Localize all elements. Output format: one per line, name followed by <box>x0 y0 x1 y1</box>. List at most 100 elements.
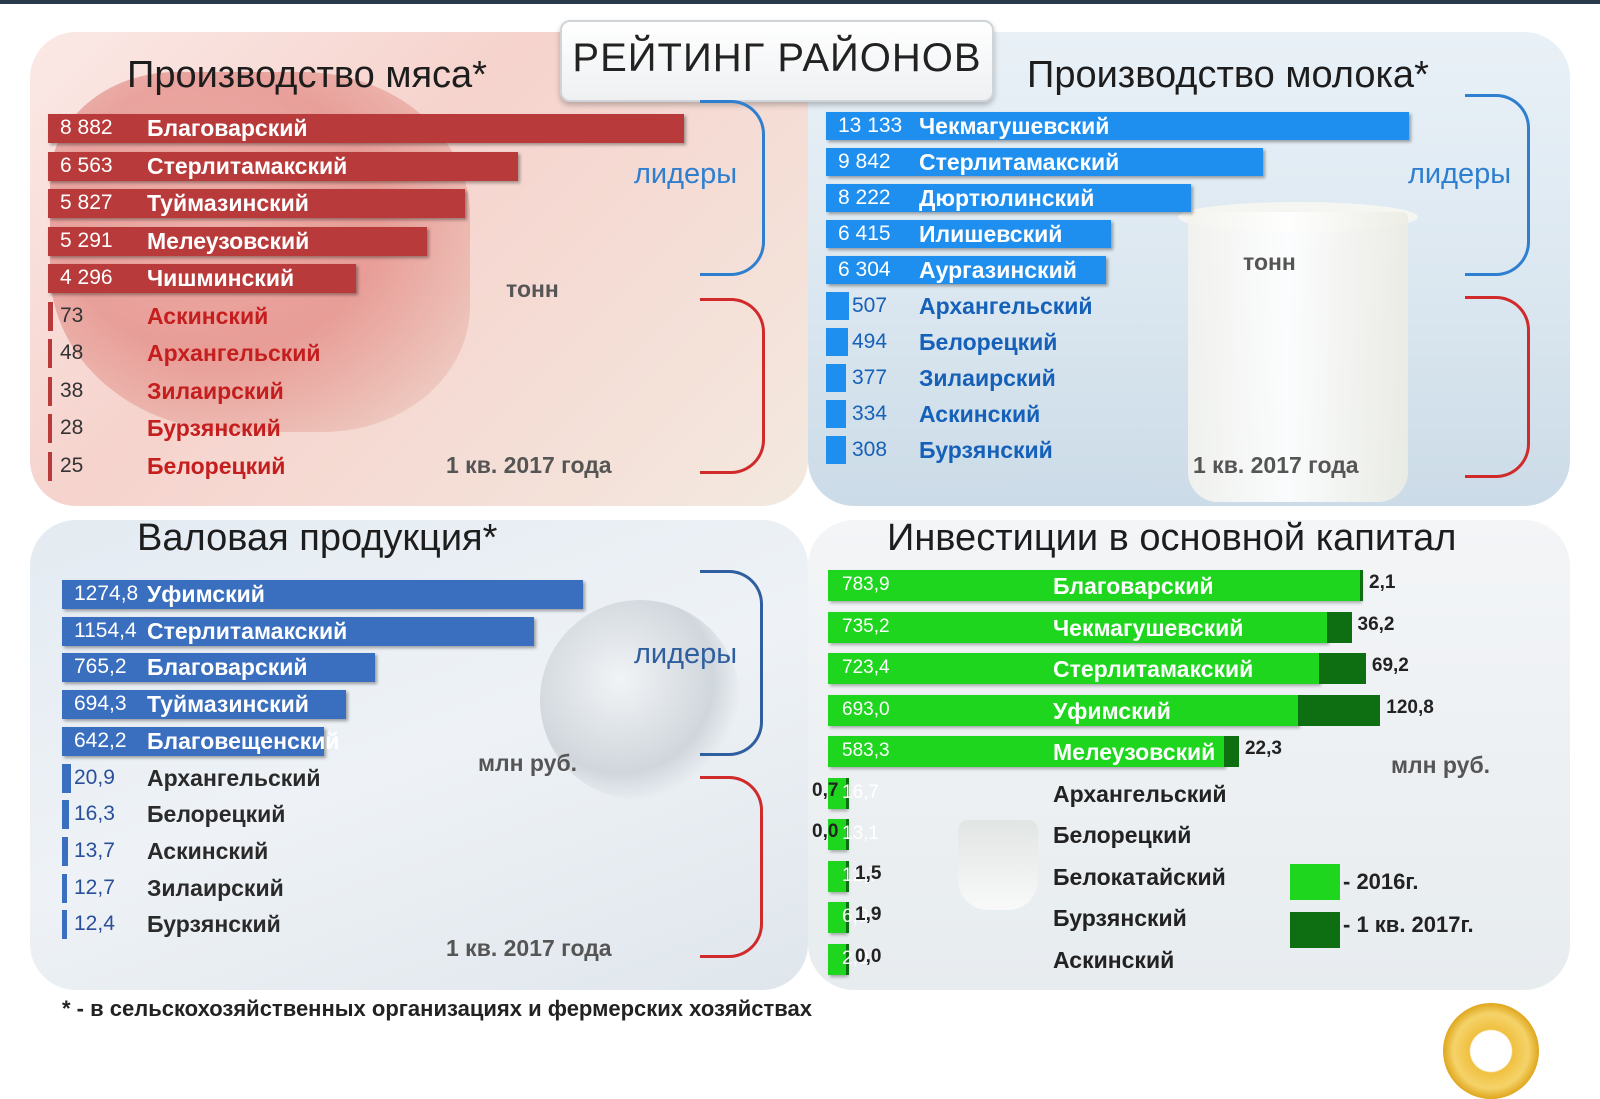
milk-category-label-9: Бурзянский <box>919 437 1053 463</box>
meat-value-label-8: 28 <box>60 416 84 439</box>
gross-category-label-5: Архангельский <box>147 764 321 791</box>
gross-category-label-7: Аскинский <box>147 837 269 864</box>
gross-bar-6 <box>62 800 69 830</box>
investments-value-2016-1: 735,2 <box>842 615 890 637</box>
investments-title: Инвестиции в основной капитал <box>887 517 1457 559</box>
meat-value-label-1: 6 563 <box>60 153 113 177</box>
gross-category-label-9: Бурзянский <box>147 911 281 938</box>
investments-category-label-2: Стерлитамакский <box>1053 656 1254 682</box>
legend-label-2016: - 2016г. <box>1343 869 1419 894</box>
meat-category-label-5: Аскинский <box>147 302 269 329</box>
investments-value-2017-6: 0,0 <box>812 821 839 842</box>
gross-category-label-3: Туймазинский <box>147 691 309 718</box>
milk-category-label-6: Белорецкий <box>919 329 1058 355</box>
gross-bar-9 <box>62 910 68 940</box>
investments-bar-2016-4 <box>828 736 1224 767</box>
investments-category-label-1: Чекмагушевский <box>1053 614 1244 641</box>
investments-bar-2017-1 <box>1326 611 1352 643</box>
milk-bar-4 <box>826 256 1106 284</box>
gross-bar-5 <box>62 763 71 793</box>
milk-bar-9 <box>826 436 846 464</box>
gross-value-label-2: 765,2 <box>74 655 127 679</box>
milk-bar-2 <box>826 184 1191 212</box>
investments-value-2016-6: 13,1 <box>842 823 879 844</box>
investments-category-label-4: Мелеузовский <box>1053 739 1216 765</box>
meat-value-label-6: 48 <box>60 341 84 364</box>
gross-bar-4 <box>62 726 325 756</box>
investments-bar-2016-7 <box>828 860 846 892</box>
investments-value-2016-9: 2,0 <box>842 947 869 969</box>
gross-leaders-brace <box>700 570 763 756</box>
meat-value-label-5: 73 <box>60 303 84 327</box>
investments-bar-2016-5 <box>828 777 846 809</box>
gross-value-label-8: 12,7 <box>74 875 115 899</box>
milk-category-label-4: Аургазинский <box>919 257 1077 283</box>
investments-category-label-5: Архангельский <box>1053 780 1227 807</box>
meat-category-label-3: Мелеузовский <box>147 227 310 254</box>
milk-bar-1 <box>826 148 1263 176</box>
investments-bar-2016-2 <box>828 653 1319 684</box>
milk-leaders-brace <box>1465 94 1530 276</box>
meat-value-label-2: 5 827 <box>60 191 113 214</box>
investments-value-2016-3: 693,0 <box>842 698 890 720</box>
milk-bar-8 <box>826 400 846 428</box>
investments-value-2017-3: 120,8 <box>1386 696 1434 718</box>
investments-bar-2017-0 <box>1360 570 1363 601</box>
meat-leaders-brace <box>700 100 765 276</box>
milk-value-label-1: 9 842 <box>838 150 891 173</box>
meat-bar-4 <box>48 264 356 293</box>
milk-bar-5 <box>826 292 849 320</box>
gross-category-label-4: Благовещенский <box>147 727 340 754</box>
meat-category-label-0: Благоварский <box>147 115 308 141</box>
investments-value-2017-7: 1,5 <box>855 862 882 884</box>
meat-bar-2 <box>48 189 466 218</box>
gross-bar-7 <box>62 836 68 866</box>
gross-category-label-8: Зилаирский <box>147 874 284 901</box>
milk-value-label-7: 377 <box>852 366 888 389</box>
gross-value-label-7: 13,7 <box>74 838 115 862</box>
investments-value-2016-4: 583,3 <box>842 740 890 761</box>
investments-value-2017-5: 0,7 <box>812 779 839 801</box>
plant-pot-image <box>958 820 1038 910</box>
milk-bar-7 <box>826 364 846 392</box>
milk-category-label-1: Стерлитамакский <box>919 149 1120 175</box>
meat-category-label-6: Архангельский <box>147 340 321 366</box>
gross-value-label-3: 694,3 <box>74 692 127 716</box>
milk-value-label-4: 6 304 <box>838 258 891 281</box>
rating-title-box: РЕЙТИНГ РАЙОНОВ <box>560 20 994 102</box>
gross-value-label-4: 642,2 <box>74 728 127 752</box>
milk-category-label-3: Илишевский <box>919 221 1063 247</box>
gross-value-label-6: 16,3 <box>74 802 115 826</box>
milk-category-label-0: Чекмагушевский <box>919 113 1110 139</box>
gross-outsiders-brace <box>700 776 763 958</box>
milk-category-label-5: Архангельский <box>919 293 1093 319</box>
investments-category-label-9: Аскинский <box>1053 946 1175 973</box>
gross-title: Валовая продукция* <box>137 517 498 559</box>
meat-category-label-7: Зилаирский <box>147 377 284 404</box>
investments-value-2017-1: 36,2 <box>1357 613 1395 635</box>
meat-bar-6 <box>48 339 52 368</box>
investments-value-2016-5: 16,7 <box>842 781 879 803</box>
meat-value-label-3: 5 291 <box>60 228 113 252</box>
gross-value-label-1: 1154,4 <box>74 618 137 642</box>
investments-bar-2017-7 <box>846 860 849 892</box>
investments-category-label-0: Благоварский <box>1053 573 1214 599</box>
gross-category-label-0: Уфимский <box>147 581 265 607</box>
meat-leaders-label: лидеры <box>634 158 738 190</box>
meat-value-label-4: 4 296 <box>60 266 113 289</box>
milk-leaders-label: лидеры <box>1408 158 1512 190</box>
investments-bar-2016-0 <box>828 570 1360 601</box>
meat-bar-8 <box>48 414 52 443</box>
milk-category-label-7: Зилаирский <box>919 365 1056 391</box>
milk-bar-6 <box>826 328 848 356</box>
gross-value-label-5: 20,9 <box>74 765 115 789</box>
milk-period: 1 кв. 2017 года <box>1193 452 1359 478</box>
meat-bar-9 <box>48 451 52 481</box>
meat-category-label-4: Чишминский <box>147 265 295 291</box>
investments-category-label-8: Бурзянский <box>1053 905 1187 931</box>
investments-value-2017-4: 22,3 <box>1244 738 1282 759</box>
milk-value-label-0: 13 133 <box>838 114 903 137</box>
legend-swatch-2017 <box>1290 912 1340 948</box>
coins-background-image <box>540 600 740 800</box>
gross-category-label-1: Стерлитамакский <box>147 617 348 644</box>
